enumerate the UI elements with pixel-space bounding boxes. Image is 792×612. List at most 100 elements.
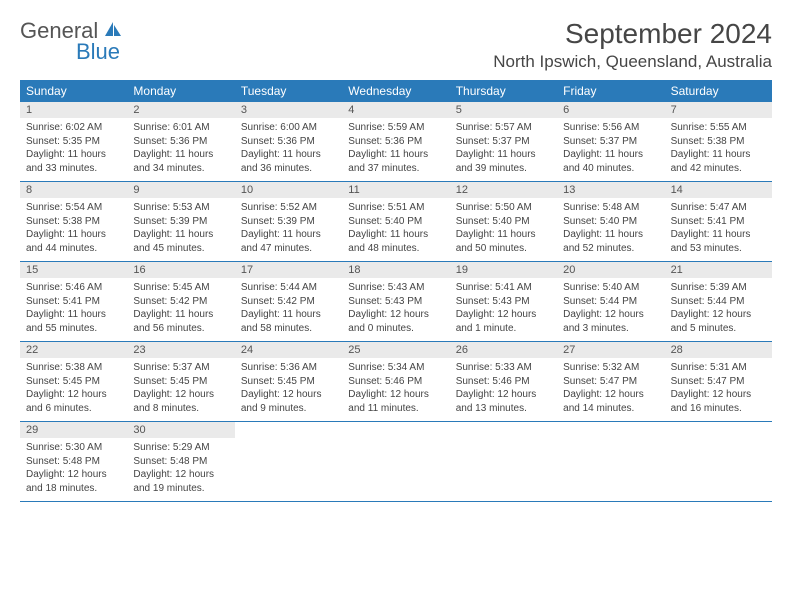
sunrise-text: Sunrise: 5:56 AM	[563, 121, 658, 135]
daylight-text: Daylight: 11 hours and 40 minutes.	[563, 148, 658, 175]
sunrise-text: Sunrise: 5:41 AM	[456, 281, 551, 295]
daylight-text: Daylight: 11 hours and 53 minutes.	[671, 228, 766, 255]
day-number: 17	[235, 262, 342, 278]
sunset-text: Sunset: 5:41 PM	[26, 295, 121, 309]
daylight-text: Daylight: 12 hours and 6 minutes.	[26, 388, 121, 415]
sunrise-text: Sunrise: 6:02 AM	[26, 121, 121, 135]
week-row: 1Sunrise: 6:02 AMSunset: 5:35 PMDaylight…	[20, 102, 772, 182]
day-body: Sunrise: 5:30 AMSunset: 5:48 PMDaylight:…	[20, 438, 127, 501]
sunrise-text: Sunrise: 5:52 AM	[241, 201, 336, 215]
sunset-text: Sunset: 5:45 PM	[133, 375, 228, 389]
sunrise-text: Sunrise: 5:39 AM	[671, 281, 766, 295]
sunset-text: Sunset: 5:44 PM	[671, 295, 766, 309]
empty-cell	[665, 422, 772, 501]
sunrise-text: Sunrise: 5:55 AM	[671, 121, 766, 135]
day-header: Monday	[127, 80, 234, 102]
location: North Ipswich, Queensland, Australia	[493, 52, 772, 72]
day-body: Sunrise: 5:32 AMSunset: 5:47 PMDaylight:…	[557, 358, 664, 421]
day-cell: 10Sunrise: 5:52 AMSunset: 5:39 PMDayligh…	[235, 182, 342, 261]
day-cell: 1Sunrise: 6:02 AMSunset: 5:35 PMDaylight…	[20, 102, 127, 181]
sunset-text: Sunset: 5:43 PM	[456, 295, 551, 309]
day-cell: 25Sunrise: 5:34 AMSunset: 5:46 PMDayligh…	[342, 342, 449, 421]
day-header: Tuesday	[235, 80, 342, 102]
day-cell: 24Sunrise: 5:36 AMSunset: 5:45 PMDayligh…	[235, 342, 342, 421]
calendar: SundayMondayTuesdayWednesdayThursdayFrid…	[20, 80, 772, 502]
day-cell: 18Sunrise: 5:43 AMSunset: 5:43 PMDayligh…	[342, 262, 449, 341]
sunrise-text: Sunrise: 5:44 AM	[241, 281, 336, 295]
daylight-text: Daylight: 11 hours and 48 minutes.	[348, 228, 443, 255]
day-cell: 30Sunrise: 5:29 AMSunset: 5:48 PMDayligh…	[127, 422, 234, 501]
day-cell: 23 Sunrise: 5:37 AMSunset: 5:45 PMDayligh…	[127, 342, 234, 421]
weeks: 1Sunrise: 6:02 AMSunset: 5:35 PMDaylight…	[20, 102, 772, 502]
day-body: Sunrise: 5:44 AMSunset: 5:42 PMDaylight:…	[235, 278, 342, 341]
sunrise-text: Sunrise: 6:01 AM	[133, 121, 228, 135]
sunrise-text: Sunrise: 5:40 AM	[563, 281, 658, 295]
daylight-text: Daylight: 12 hours and 0 minutes.	[348, 308, 443, 335]
day-cell: 6Sunrise: 5:56 AMSunset: 5:37 PMDaylight…	[557, 102, 664, 181]
day-body: Sunrise: 5:41 AMSunset: 5:43 PMDaylight:…	[450, 278, 557, 341]
sunrise-text: Sunrise: 5:37 AM	[133, 361, 228, 375]
logo-text-2: Blue	[76, 39, 123, 65]
daylight-text: Daylight: 11 hours and 52 minutes.	[563, 228, 658, 255]
day-cell: 22Sunrise: 5:38 AMSunset: 5:45 PMDayligh…	[20, 342, 127, 421]
sunset-text: Sunset: 5:40 PM	[348, 215, 443, 229]
sunset-text: Sunset: 5:40 PM	[456, 215, 551, 229]
day-cell: 8Sunrise: 5:54 AMSunset: 5:38 PMDaylight…	[20, 182, 127, 261]
day-body: Sunrise: 5:38 AMSunset: 5:45 PMDaylight:…	[20, 358, 127, 421]
day-number: 25	[342, 342, 449, 358]
empty-cell	[450, 422, 557, 501]
sunset-text: Sunset: 5:45 PM	[26, 375, 121, 389]
day-body: Sunrise: 5:29 AMSunset: 5:48 PMDaylight:…	[127, 438, 234, 501]
day-body: Sunrise: 6:01 AMSunset: 5:36 PMDaylight:…	[127, 118, 234, 181]
daylight-text: Daylight: 12 hours and 5 minutes.	[671, 308, 766, 335]
sunset-text: Sunset: 5:45 PM	[241, 375, 336, 389]
sunset-text: Sunset: 5:35 PM	[26, 135, 121, 149]
sunrise-text: Sunrise: 5:47 AM	[671, 201, 766, 215]
day-number: 24	[235, 342, 342, 358]
sunrise-text: Sunrise: 5:38 AM	[26, 361, 121, 375]
day-number: 23	[127, 342, 234, 358]
day-body: Sunrise: 5:46 AMSunset: 5:41 PMDaylight:…	[20, 278, 127, 341]
sunset-text: Sunset: 5:39 PM	[241, 215, 336, 229]
daylight-text: Daylight: 11 hours and 39 minutes.	[456, 148, 551, 175]
day-number: 15	[20, 262, 127, 278]
day-cell: 12Sunrise: 5:50 AMSunset: 5:40 PMDayligh…	[450, 182, 557, 261]
sunrise-text: Sunrise: 5:36 AM	[241, 361, 336, 375]
sunset-text: Sunset: 5:40 PM	[563, 215, 658, 229]
day-cell: 26Sunrise: 5:33 AMSunset: 5:46 PMDayligh…	[450, 342, 557, 421]
day-body: Sunrise: 5:54 AMSunset: 5:38 PMDaylight:…	[20, 198, 127, 261]
day-body: Sunrise: 6:00 AMSunset: 5:36 PMDaylight:…	[235, 118, 342, 181]
daylight-text: Daylight: 11 hours and 45 minutes.	[133, 228, 228, 255]
daylight-text: Daylight: 12 hours and 19 minutes.	[133, 468, 228, 495]
daylight-text: Daylight: 12 hours and 8 minutes.	[133, 388, 228, 415]
sunset-text: Sunset: 5:41 PM	[671, 215, 766, 229]
day-header: Thursday	[450, 80, 557, 102]
day-body: Sunrise: 5:50 AMSunset: 5:40 PMDaylight:…	[450, 198, 557, 261]
day-body: Sunrise: 5:40 AMSunset: 5:44 PMDaylight:…	[557, 278, 664, 341]
day-body: Sunrise: 5:43 AMSunset: 5:43 PMDaylight:…	[342, 278, 449, 341]
sunrise-text: Sunrise: 5:45 AM	[133, 281, 228, 295]
day-cell: 2Sunrise: 6:01 AMSunset: 5:36 PMDaylight…	[127, 102, 234, 181]
day-number: 26	[450, 342, 557, 358]
sunrise-text: Sunrise: 5:51 AM	[348, 201, 443, 215]
day-header: Sunday	[20, 80, 127, 102]
day-number: 3	[235, 102, 342, 118]
sunrise-text: Sunrise: 5:53 AM	[133, 201, 228, 215]
day-body: Sunrise: 5:45 AMSunset: 5:42 PMDaylight:…	[127, 278, 234, 341]
week-row: 8Sunrise: 5:54 AMSunset: 5:38 PMDaylight…	[20, 182, 772, 262]
day-body: Sunrise: 5:39 AMSunset: 5:44 PMDaylight:…	[665, 278, 772, 341]
logo: General Blue	[20, 18, 123, 65]
day-body: Sunrise: 5:57 AMSunset: 5:37 PMDaylight:…	[450, 118, 557, 181]
day-cell: 11Sunrise: 5:51 AMSunset: 5:40 PMDayligh…	[342, 182, 449, 261]
day-number: 7	[665, 102, 772, 118]
week-row: 15Sunrise: 5:46 AMSunset: 5:41 PMDayligh…	[20, 262, 772, 342]
sunset-text: Sunset: 5:39 PM	[133, 215, 228, 229]
sunrise-text: Sunrise: 5:30 AM	[26, 441, 121, 455]
day-number: 8	[20, 182, 127, 198]
day-body: Sunrise: 5:55 AMSunset: 5:38 PMDaylight:…	[665, 118, 772, 181]
daylight-text: Daylight: 11 hours and 34 minutes.	[133, 148, 228, 175]
daylight-text: Daylight: 12 hours and 14 minutes.	[563, 388, 658, 415]
title-block: September 2024 North Ipswich, Queensland…	[493, 18, 772, 72]
daylight-text: Daylight: 11 hours and 42 minutes.	[671, 148, 766, 175]
day-number: 27	[557, 342, 664, 358]
